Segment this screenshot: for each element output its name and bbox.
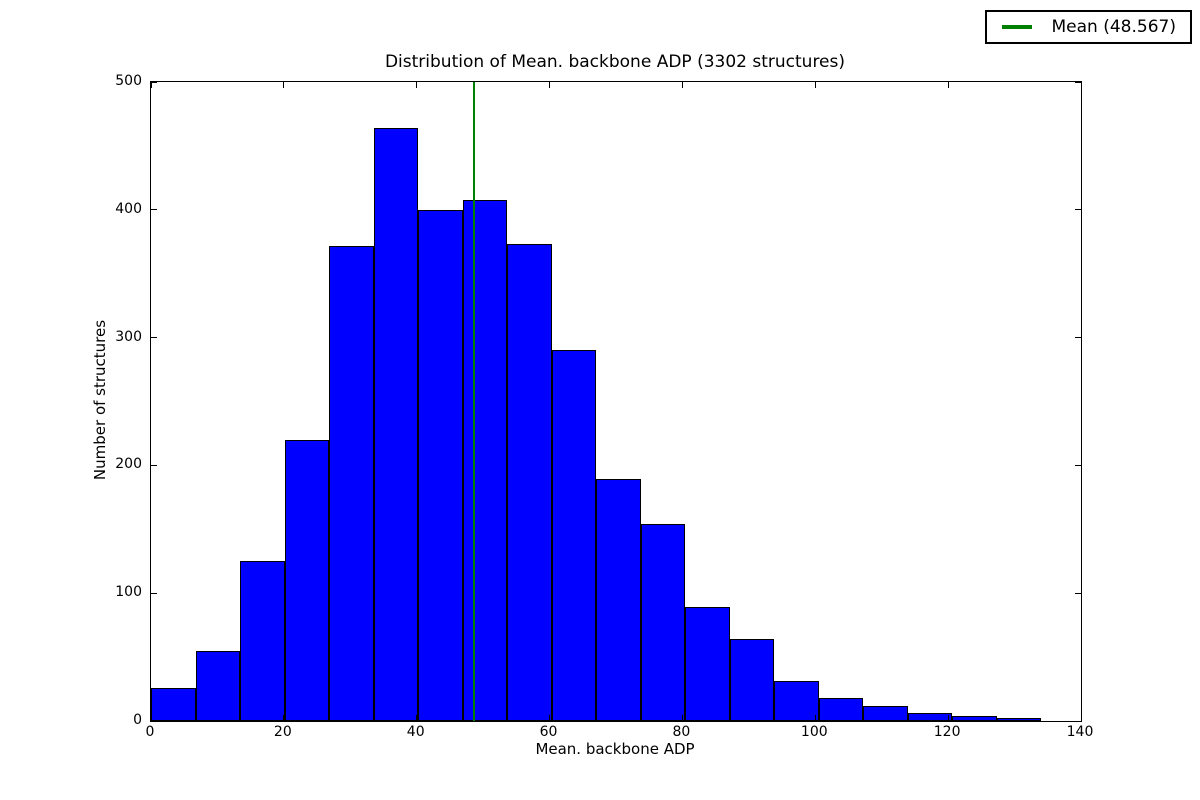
y-tick-mark bbox=[1075, 720, 1081, 722]
histogram-bar bbox=[551, 350, 597, 721]
y-tick-mark bbox=[151, 209, 157, 211]
histogram-bar bbox=[596, 479, 641, 721]
histogram-bar bbox=[952, 715, 997, 721]
x-tick-mark bbox=[283, 715, 285, 721]
x-tick-mark bbox=[549, 82, 551, 88]
chart-title: Distribution of Mean. backbone ADP (3302… bbox=[384, 52, 846, 72]
x-tick-label: 20 bbox=[273, 724, 292, 740]
x-tick-mark bbox=[150, 715, 152, 721]
histogram-bar bbox=[151, 687, 196, 721]
x-tick-mark bbox=[681, 82, 683, 88]
x-tick-mark bbox=[1080, 82, 1082, 88]
y-tick-label: 100 bbox=[115, 584, 142, 601]
legend: Mean (48.567) bbox=[984, 10, 1192, 44]
y-tick-label: 400 bbox=[115, 200, 142, 217]
y-tick-mark bbox=[1075, 592, 1081, 594]
x-tick-mark bbox=[947, 715, 949, 721]
x-tick-label: 120 bbox=[933, 724, 961, 740]
y-axis-label: Number of structures bbox=[91, 319, 109, 481]
x-tick-label: 60 bbox=[539, 724, 558, 740]
mean-line-legend-swatch bbox=[1001, 25, 1032, 29]
y-tick-mark bbox=[151, 720, 157, 722]
x-tick-mark bbox=[416, 82, 418, 88]
mean-vline bbox=[472, 82, 475, 721]
x-tick-label: 80 bbox=[672, 724, 691, 740]
y-tick-mark bbox=[1075, 209, 1081, 211]
histogram-bar bbox=[240, 561, 285, 721]
x-tick-mark bbox=[681, 715, 683, 721]
x-tick-mark bbox=[283, 82, 285, 88]
x-tick-mark bbox=[416, 715, 418, 721]
plot-area bbox=[150, 81, 1082, 722]
y-tick-label: 500 bbox=[115, 73, 142, 89]
y-tick-mark bbox=[151, 592, 157, 594]
histogram-bar bbox=[507, 244, 552, 721]
y-tick-mark bbox=[151, 337, 157, 339]
histogram-bar bbox=[996, 718, 1042, 721]
histogram-bar bbox=[373, 128, 419, 721]
x-tick-label: 40 bbox=[406, 724, 425, 740]
histogram-bar bbox=[284, 439, 330, 721]
x-tick-mark bbox=[947, 82, 949, 88]
histogram-bar bbox=[818, 698, 864, 721]
x-tick-mark bbox=[1080, 715, 1082, 721]
legend-label: Mean (48.567) bbox=[1051, 17, 1176, 37]
y-tick-label: 300 bbox=[115, 328, 142, 345]
x-axis-label: Mean. backbone ADP bbox=[535, 740, 695, 758]
x-tick-mark bbox=[814, 82, 816, 88]
histogram-bar bbox=[729, 639, 775, 721]
x-tick-mark bbox=[150, 82, 152, 88]
histogram-bar bbox=[774, 681, 819, 721]
histogram-bar bbox=[462, 199, 508, 721]
x-tick-label: 100 bbox=[800, 724, 828, 740]
y-tick-label: 0 bbox=[133, 712, 142, 728]
y-tick-mark bbox=[1075, 464, 1081, 466]
y-tick-mark bbox=[1075, 337, 1081, 339]
histogram-bar bbox=[329, 245, 374, 721]
y-tick-mark bbox=[151, 464, 157, 466]
y-tick-mark bbox=[151, 81, 157, 83]
y-tick-label: 200 bbox=[115, 456, 142, 473]
x-tick-mark bbox=[814, 715, 816, 721]
histogram-bar bbox=[195, 650, 240, 721]
histogram-bar bbox=[640, 524, 686, 721]
x-tick-label: 140 bbox=[1066, 724, 1094, 740]
y-tick-mark bbox=[1075, 81, 1081, 83]
x-tick-mark bbox=[549, 715, 551, 721]
histogram-bar bbox=[907, 713, 953, 721]
histogram-bar bbox=[418, 209, 463, 721]
histogram-bar bbox=[685, 607, 730, 721]
histogram-bar bbox=[863, 705, 908, 721]
x-tick-label: 0 bbox=[145, 724, 155, 740]
